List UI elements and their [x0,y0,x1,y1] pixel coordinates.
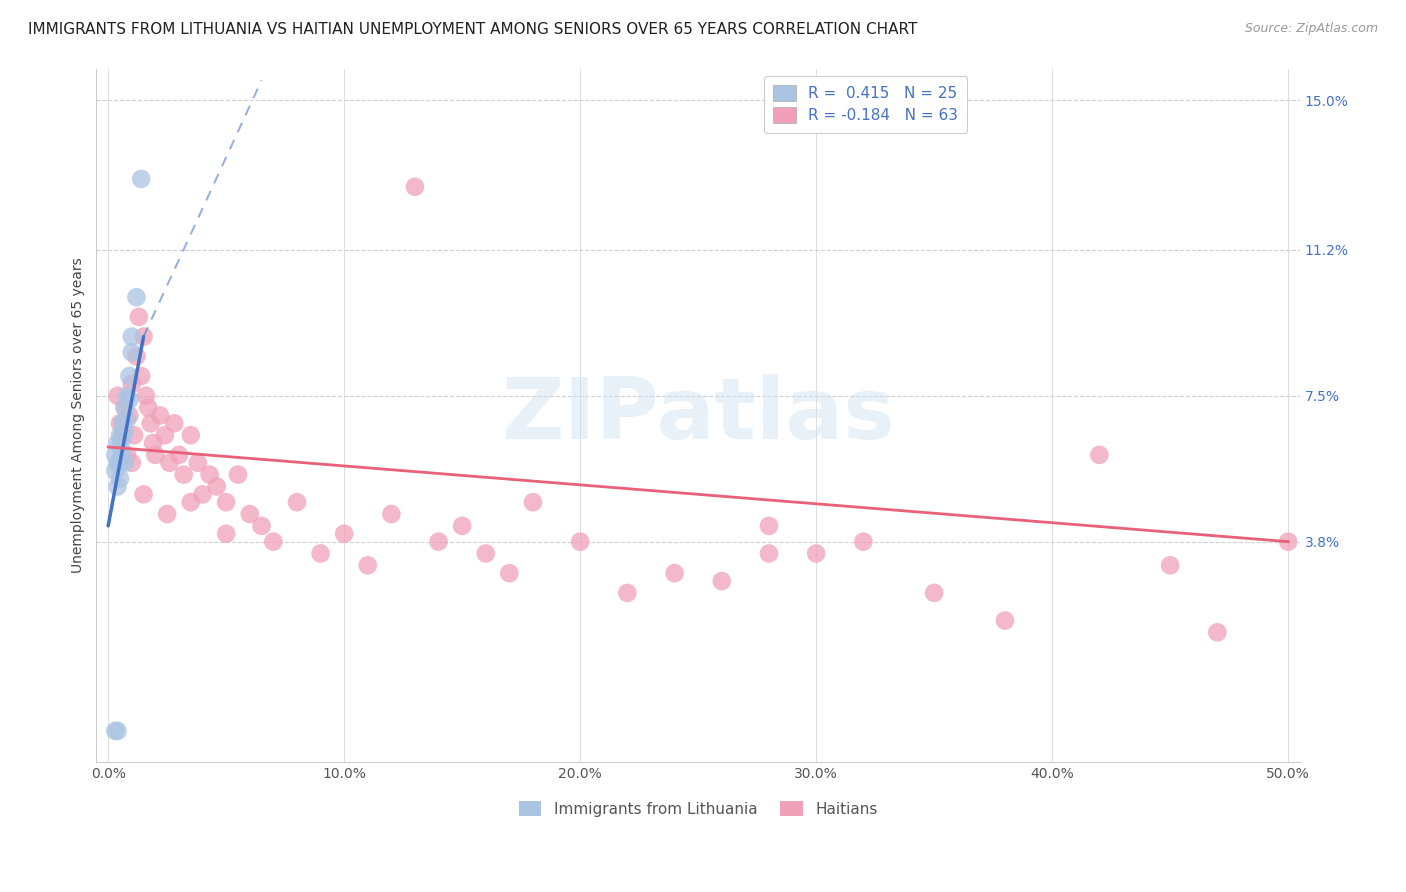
Point [191,487,214,501]
Point [215,495,238,509]
Point [180,495,202,509]
Legend: Immigrants from Lithuania, Haitians: Immigrants from Lithuania, Haitians [510,793,886,824]
Point [262,534,284,549]
Point [309,546,332,560]
Point [1088,448,1111,462]
Point [108,440,131,454]
Point [125,290,148,304]
Point [205,479,228,493]
Point [215,526,238,541]
Point [173,467,195,482]
Point [569,534,592,549]
Point [132,487,155,501]
Y-axis label: Unemployment Among Seniors over 65 years: Unemployment Among Seniors over 65 years [72,258,86,574]
Point [114,424,136,438]
Point [1206,625,1229,640]
Point [285,495,308,509]
Point [115,412,138,426]
Point [107,389,129,403]
Point [357,558,380,573]
Point [111,417,134,431]
Point [180,428,202,442]
Point [122,428,145,442]
Point [994,614,1017,628]
Point [250,519,273,533]
Point [114,401,136,415]
Point [522,495,544,509]
Point [121,376,143,391]
Point [118,392,141,407]
Point [125,349,148,363]
Point [404,179,426,194]
Point [758,519,780,533]
Point [135,389,157,403]
Point [710,574,733,588]
Point [159,456,181,470]
Point [1159,558,1181,573]
Point [111,428,134,442]
Point [427,534,450,549]
Point [129,172,152,186]
Point [198,467,221,482]
Point [664,566,686,581]
Point [104,723,127,738]
Text: IMMIGRANTS FROM LITHUANIA VS HAITIAN UNEMPLOYMENT AMONG SENIORS OVER 65 YEARS CO: IMMIGRANTS FROM LITHUANIA VS HAITIAN UNE… [28,22,918,37]
Point [922,586,945,600]
Point [474,546,496,560]
Point [111,432,134,446]
Point [107,436,129,450]
Point [498,566,520,581]
Point [121,456,143,470]
Point [129,369,152,384]
Point [108,417,131,431]
Point [239,507,262,521]
Point [163,417,186,431]
Point [108,428,131,442]
Point [118,409,141,423]
Point [132,329,155,343]
Point [380,507,402,521]
Point [104,448,127,462]
Point [121,329,143,343]
Point [115,389,138,403]
Point [187,456,209,470]
Point [118,369,141,384]
Text: Source: ZipAtlas.com: Source: ZipAtlas.com [1244,22,1378,36]
Point [226,467,249,482]
Point [143,448,166,462]
Point [1277,534,1299,549]
Point [852,534,875,549]
Point [115,448,138,462]
Point [142,436,165,450]
Text: ZIPatlas: ZIPatlas [502,374,896,457]
Point [153,428,176,442]
Point [156,507,179,521]
Point [451,519,474,533]
Point [139,417,162,431]
Point [107,479,129,493]
Point [149,409,172,423]
Point [107,456,129,470]
Point [104,464,127,478]
Point [114,401,136,415]
Point [167,448,190,462]
Point [121,345,143,359]
Point [804,546,827,560]
Point [758,546,780,560]
Point [333,526,356,541]
Point [108,472,131,486]
Point [108,456,131,470]
Point [616,586,638,600]
Point [111,448,134,462]
Point [114,456,136,470]
Point [128,310,150,324]
Point [136,401,159,415]
Point [107,723,129,738]
